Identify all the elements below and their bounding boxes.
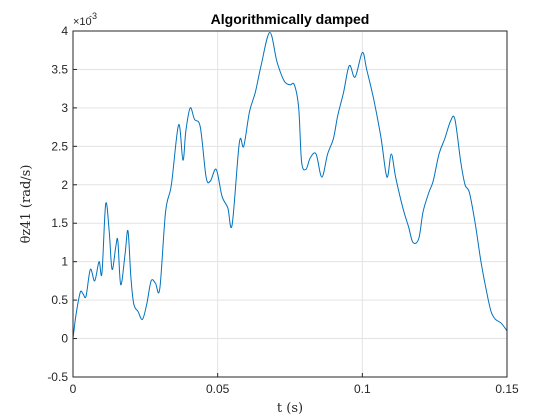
chart-title: Algorithmically damped <box>211 11 370 27</box>
svg-text:×10: ×10 <box>73 16 92 28</box>
x-tick-label: 0 <box>70 382 77 396</box>
y-exponent-label: ×10 -3 <box>73 11 97 28</box>
y-tick-label: 3 <box>61 101 68 115</box>
axes-box <box>72 30 508 378</box>
x-tick-label: 0.15 <box>495 382 519 396</box>
y-tick-label: -0.5 <box>47 370 68 384</box>
plot-area <box>73 31 507 377</box>
y-tick-label: 1 <box>61 255 68 269</box>
svg-text:-3: -3 <box>89 11 97 21</box>
y-tick-label: 2.5 <box>51 139 68 153</box>
x-tick-label: 0.05 <box>206 382 230 396</box>
series-layer <box>72 32 508 339</box>
y-tick-label: 2 <box>61 178 68 192</box>
y-tick-label: 0.5 <box>51 293 68 307</box>
x-axis-label: t (s) <box>277 401 303 416</box>
x-tick-label: 0.1 <box>354 382 371 396</box>
y-tick-label: 3.5 <box>51 62 68 76</box>
y-tick-label: 1.5 <box>51 216 68 230</box>
ticks: 0 0.05 0.1 0.15-0.500.511.522.533.54 <box>47 24 519 396</box>
series-line <box>72 32 508 339</box>
y-tick-label: 4 <box>61 24 68 38</box>
y-axis-label: θz41 (rad/s) <box>19 165 34 244</box>
y-tick-label: 0 <box>61 332 68 346</box>
